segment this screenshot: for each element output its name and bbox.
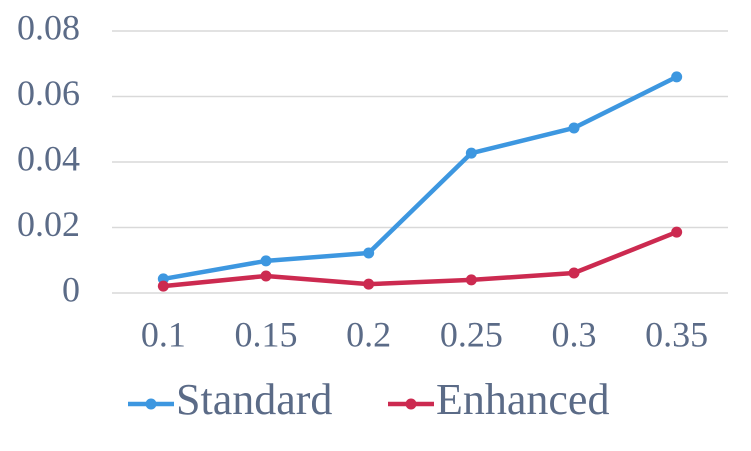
- x-tick-label: 0.3: [552, 314, 597, 354]
- point: [671, 71, 683, 83]
- y-tick-label: 0: [62, 269, 80, 309]
- y-tick-label: 0.04: [17, 138, 80, 178]
- legend-marker: [405, 398, 417, 410]
- point: [568, 267, 580, 279]
- x-tick-label: 0.25: [440, 314, 503, 354]
- x-tick-label: 0.35: [645, 314, 708, 354]
- point: [363, 247, 375, 259]
- point: [671, 226, 683, 238]
- x-tick-label: 0.2: [346, 314, 391, 354]
- legend-label: Enhanced: [436, 375, 609, 424]
- x-tick-label: 0.15: [235, 314, 298, 354]
- y-tick-label: 0.02: [17, 204, 80, 244]
- point: [157, 280, 169, 292]
- point: [465, 147, 477, 159]
- y-tick-label: 0.08: [17, 7, 80, 47]
- point: [568, 122, 580, 134]
- point: [260, 255, 272, 267]
- legend-marker: [145, 398, 157, 410]
- series-line: [162, 74, 678, 282]
- series-line: [163, 229, 678, 289]
- point: [260, 270, 272, 282]
- y-tick-label: 0.06: [17, 73, 80, 113]
- x-tick-label: 0.1: [141, 314, 186, 354]
- point: [465, 274, 477, 286]
- legend-label: Standard: [176, 375, 332, 424]
- point: [363, 278, 375, 290]
